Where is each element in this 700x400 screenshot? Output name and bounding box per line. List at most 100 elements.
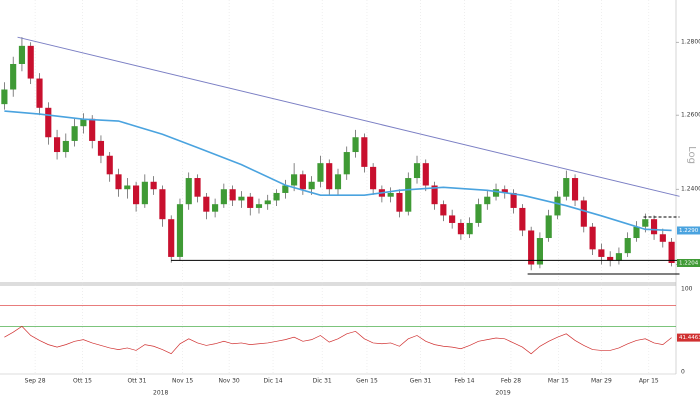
candle-body bbox=[457, 222, 464, 235]
x-tick-label: Feb 14 bbox=[454, 378, 474, 385]
candle-body bbox=[387, 192, 394, 197]
candle-body bbox=[27, 45, 34, 79]
price-tag bbox=[677, 258, 700, 267]
sub-tick-label: 0 bbox=[681, 369, 685, 376]
candle-body bbox=[607, 256, 614, 261]
candle-body bbox=[598, 249, 605, 257]
x-tick-label: Gen 31 bbox=[410, 378, 432, 385]
oscillator-line bbox=[4, 325, 672, 355]
candle-body bbox=[238, 196, 245, 201]
candle-body bbox=[571, 178, 579, 201]
x-tick-label: Dic 31 bbox=[313, 378, 332, 385]
candle-body bbox=[501, 189, 508, 193]
candle-body bbox=[71, 126, 78, 141]
candle-body bbox=[185, 178, 192, 205]
candle-body bbox=[282, 185, 289, 193]
candle-body bbox=[326, 163, 333, 190]
candle-body bbox=[36, 78, 43, 108]
trend-line bbox=[17, 36, 680, 197]
candle-body bbox=[203, 196, 210, 212]
candle-body bbox=[45, 107, 52, 138]
candle-body bbox=[510, 192, 517, 208]
candle-body bbox=[563, 178, 570, 197]
x-tick-label: Feb 28 bbox=[501, 378, 521, 385]
candle-body bbox=[141, 181, 148, 205]
candle-body bbox=[317, 163, 324, 182]
candle-body bbox=[133, 185, 140, 205]
candle-body bbox=[396, 192, 403, 212]
panel-divider bbox=[0, 282, 676, 286]
candle-body bbox=[97, 140, 105, 156]
x-tick-label: Mar 29 bbox=[591, 378, 612, 385]
candle-body bbox=[668, 241, 675, 263]
price-tag bbox=[677, 226, 700, 235]
candle-body bbox=[413, 163, 421, 179]
price-tag-label: 1.2204 bbox=[679, 260, 699, 266]
candle-body bbox=[615, 253, 623, 261]
candle-body bbox=[273, 192, 280, 201]
candle-body bbox=[343, 152, 350, 175]
candle-body bbox=[80, 118, 87, 127]
candle-body bbox=[220, 189, 227, 205]
candle-body bbox=[545, 215, 552, 239]
candle-body bbox=[659, 234, 666, 242]
candle-body bbox=[106, 155, 113, 175]
candle-body bbox=[255, 204, 263, 208]
x-tick-label: Mar 15 bbox=[548, 378, 569, 385]
candle-body bbox=[229, 189, 236, 201]
candle-body bbox=[536, 238, 543, 265]
candle-body bbox=[18, 45, 26, 64]
candle-body bbox=[475, 204, 482, 223]
candle-body bbox=[308, 181, 315, 190]
moving-average bbox=[4, 110, 672, 232]
candle-body bbox=[264, 200, 271, 205]
candle-body bbox=[484, 196, 491, 205]
candle-body bbox=[633, 226, 640, 239]
year-label: 2018 bbox=[153, 390, 168, 397]
candle-body bbox=[492, 189, 500, 197]
candle-body bbox=[53, 137, 61, 153]
x-tick-label: Nov 15 bbox=[172, 378, 193, 385]
candle-body bbox=[580, 200, 587, 227]
price-tag-label: 41.4463 bbox=[679, 335, 700, 341]
x-tick-label: Ott 31 bbox=[127, 378, 146, 385]
candle-body bbox=[159, 189, 166, 220]
candle-body bbox=[176, 204, 184, 257]
x-tick-label: Dic 14 bbox=[263, 378, 282, 385]
candle-body bbox=[449, 215, 456, 223]
price-tag-label: 1.2290 bbox=[679, 228, 699, 234]
x-tick-label: Ott 15 bbox=[73, 378, 92, 385]
candle-body bbox=[168, 219, 175, 257]
candle-body bbox=[361, 137, 368, 167]
y-tick-label: 1.2600 bbox=[681, 112, 700, 119]
candle-body bbox=[150, 181, 157, 190]
x-tick-label: Nov 30 bbox=[219, 378, 240, 385]
candle-body bbox=[440, 204, 447, 216]
candle-body bbox=[554, 196, 561, 216]
candle-body bbox=[89, 118, 96, 141]
candle-body bbox=[466, 222, 473, 235]
candle-body bbox=[431, 185, 438, 205]
candle-body bbox=[519, 207, 526, 231]
candle-body bbox=[247, 196, 254, 208]
x-tick-label: Apr 15 bbox=[639, 378, 659, 385]
x-tick-label: Gen 15 bbox=[356, 378, 378, 385]
sub-tick-label: 100 bbox=[681, 286, 693, 293]
candle-body bbox=[334, 174, 342, 190]
candle-body bbox=[642, 219, 649, 227]
candle-body bbox=[299, 174, 306, 190]
candle-body bbox=[352, 137, 359, 153]
candle-body bbox=[291, 174, 298, 186]
candle-body bbox=[370, 166, 377, 190]
candle-body bbox=[650, 219, 658, 235]
axis-label: Log bbox=[686, 146, 697, 164]
candle-body bbox=[194, 178, 201, 197]
candle-body bbox=[528, 230, 535, 265]
y-tick-label: 1.2400 bbox=[681, 186, 700, 193]
candle-body bbox=[589, 226, 596, 250]
candle-body bbox=[124, 185, 131, 190]
candle-body bbox=[62, 140, 69, 153]
candle-body bbox=[10, 63, 17, 90]
x-tick-label: Sep 28 bbox=[25, 378, 46, 385]
